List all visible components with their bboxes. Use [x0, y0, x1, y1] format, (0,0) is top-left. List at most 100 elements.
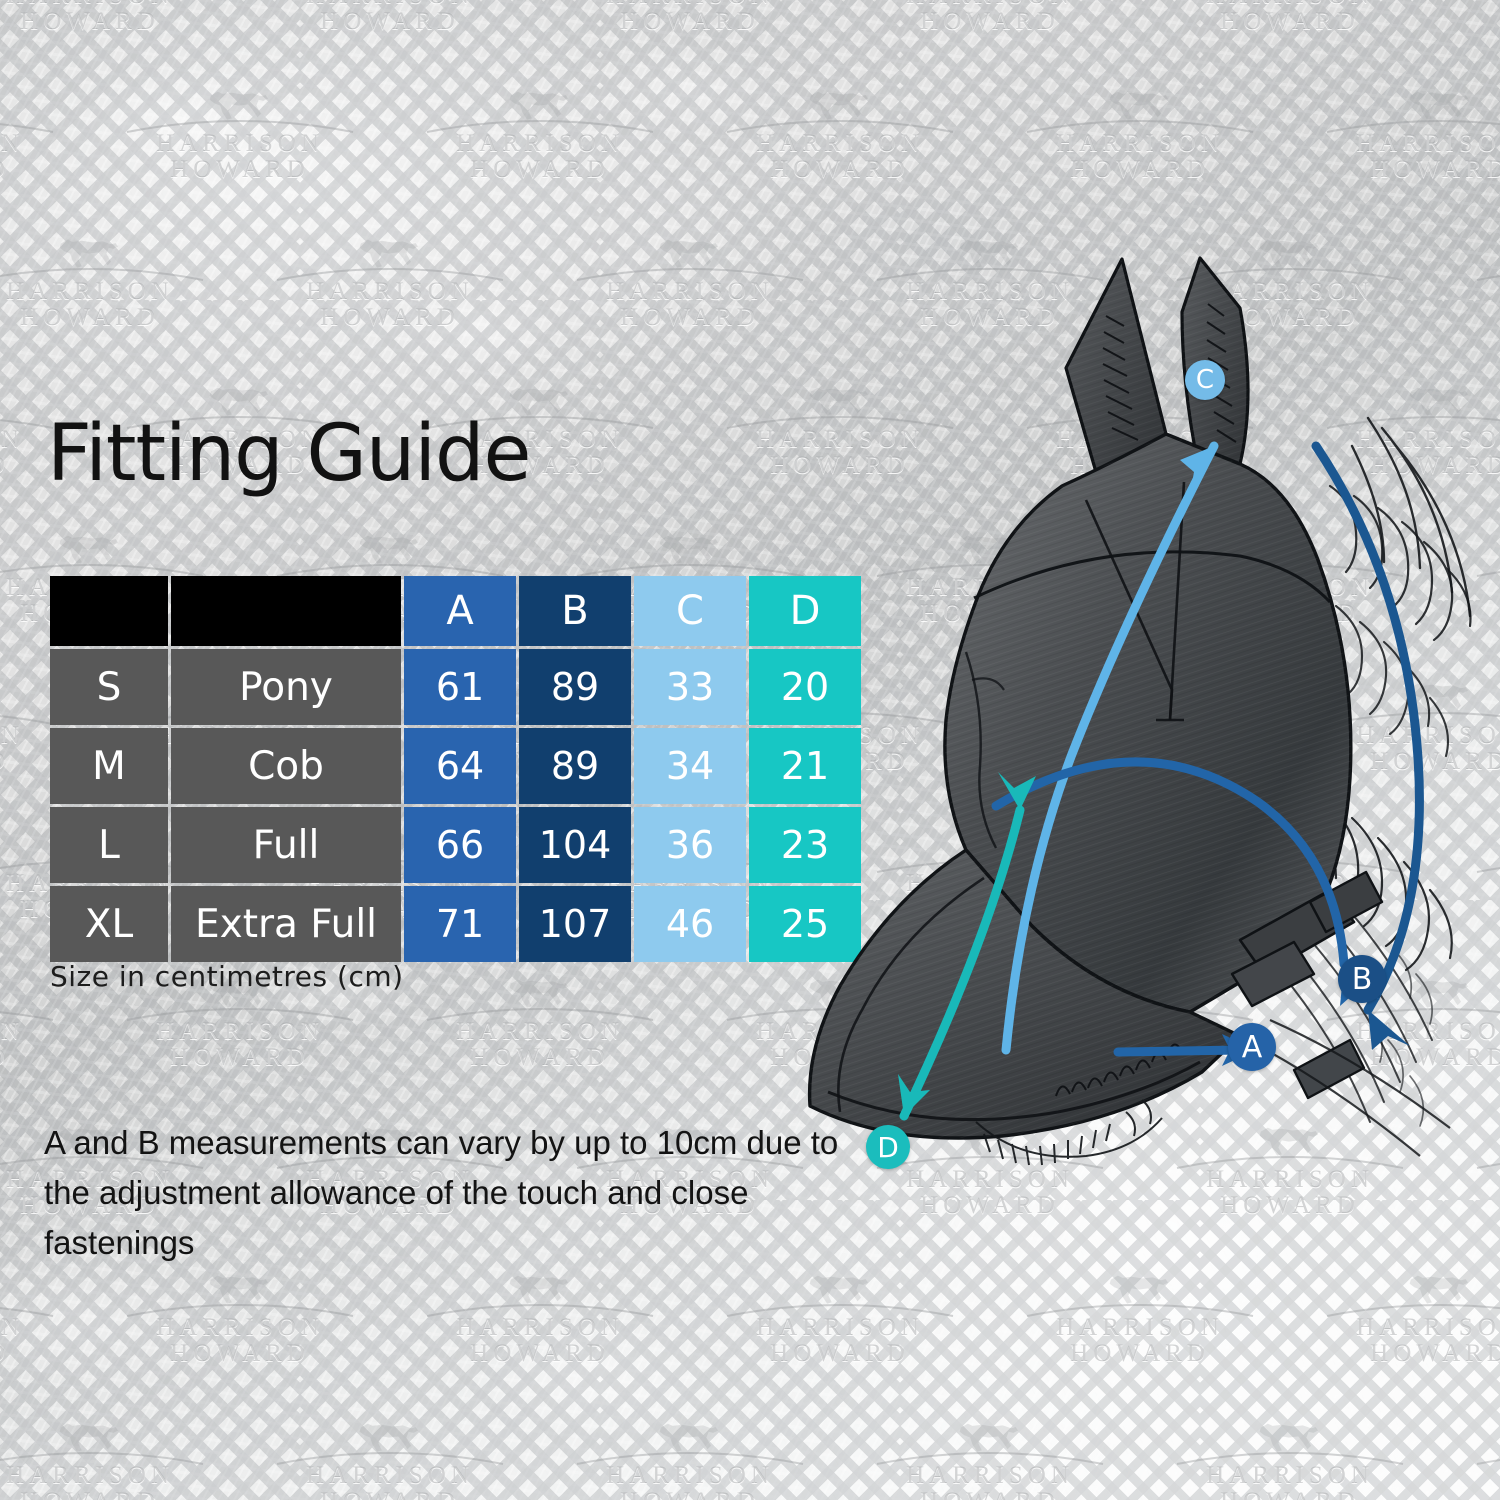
watermark-line-1: HARRISON — [906, 1462, 1074, 1489]
measure-arrow-c — [1180, 446, 1214, 494]
watermark-line-2: HOWARD — [0, 748, 10, 775]
header-cell-blank-1 — [50, 576, 168, 646]
cell-size: S — [50, 649, 168, 725]
watermark-line-2: HOWARD — [1220, 1488, 1360, 1500]
cell-a: 66 — [404, 807, 516, 883]
watermark-line-1: HARRISON — [156, 1018, 324, 1045]
measure-arrow-d — [898, 1074, 930, 1116]
cell-a: 64 — [404, 728, 516, 804]
measure-arrow-d-up — [998, 772, 1036, 810]
cell-b: 89 — [519, 728, 631, 804]
cell-b: 89 — [519, 649, 631, 725]
cell-d: 23 — [749, 807, 861, 883]
header-cell-a: A — [404, 576, 516, 646]
header-cell-c: C — [634, 576, 746, 646]
watermark-line-1: HARRISON — [756, 1314, 924, 1341]
watermark-line-2: HOWARD — [170, 1043, 310, 1071]
watermark-line-1: HARRISON — [606, 1462, 774, 1489]
watermark-line-1: HARRISON — [306, 0, 474, 9]
watermark-line-2: HOWARD — [1220, 7, 1360, 35]
watermark-line-2: HOWARD — [320, 7, 460, 35]
table-row: XL Extra Full 71 107 46 25 — [50, 886, 861, 962]
nose-piece — [807, 848, 1242, 1140]
measure-line-b2 — [991, 757, 1349, 969]
cell-size: L — [50, 807, 168, 883]
watermark-line-2: HOWARD — [770, 155, 910, 183]
watermark-line-1: HARRISON — [1206, 1462, 1374, 1489]
cell-name: Extra Full — [171, 886, 401, 962]
watermark-line-1: HARRISON — [456, 130, 624, 157]
watermark-line-1: HARRISON — [306, 1462, 474, 1489]
watermark-line-1: HARRISON — [306, 278, 474, 305]
cell-b: 104 — [519, 807, 631, 883]
watermark-line-1: HARRISON — [0, 1018, 24, 1045]
watermark-line-2: HOWARD — [0, 452, 10, 479]
watermark-line-1: HARRISON — [6, 1462, 174, 1489]
measure-arrow-b — [1368, 1010, 1410, 1050]
table-row: S Pony 61 89 33 20 — [50, 649, 861, 725]
watermark-line-1: HARRISON — [606, 278, 774, 305]
measurement-badge-a: A — [1228, 1023, 1276, 1071]
measure-line-c — [1001, 441, 1219, 1055]
watermark-line-1: HARRISON — [6, 278, 174, 305]
horse-fly-mask-illustration — [770, 250, 1500, 1180]
header-cell-blank-2 — [171, 576, 401, 646]
watermark-line-2: HOWARD — [170, 155, 310, 183]
muzzle-mouth-sketch — [975, 1099, 1163, 1166]
watermark-line-2: HOWARD — [1220, 1191, 1360, 1219]
watermark-line-1: HARRISON — [156, 1314, 324, 1341]
header-cell-b: B — [519, 576, 631, 646]
watermark-line-2: HOWARD — [1070, 155, 1210, 183]
cell-d: 21 — [749, 728, 861, 804]
watermark-line-2: HOWARD — [620, 1488, 760, 1500]
watermark-line-1: HARRISON — [1206, 0, 1374, 9]
watermark-line-2: HOWARD — [1370, 155, 1500, 183]
watermark-line-1: HARRISON — [606, 0, 774, 9]
watermark-line-2: HOWARD — [20, 303, 160, 331]
units-caption: Size in centimetres (cm) — [50, 960, 404, 993]
measurement-badge-b: B — [1338, 955, 1386, 1003]
cell-size: XL — [50, 886, 168, 962]
watermark-line-1: HARRISON — [756, 130, 924, 157]
watermark-line-1: HARRISON — [456, 1018, 624, 1045]
watermark-line-2: HOWARD — [920, 7, 1060, 35]
measurement-badge-d: D — [866, 1125, 910, 1169]
watermark-line-1: HARRISON — [0, 130, 24, 157]
watermark-line-2: HOWARD — [920, 1488, 1060, 1500]
measure-line-a — [1113, 1045, 1245, 1057]
measurement-badge-c: C — [1185, 360, 1225, 400]
measurement-note: A and B measurements can vary by up to 1… — [44, 1124, 839, 1262]
watermark-line-2: HOWARD — [620, 7, 760, 35]
watermark-line-1: HARRISON — [1356, 1314, 1500, 1341]
watermark-line-2: HOWARD — [0, 1044, 10, 1071]
watermark-line-2: HOWARD — [770, 1339, 910, 1367]
cell-size: M — [50, 728, 168, 804]
watermark-line-2: HOWARD — [20, 7, 160, 35]
watermark-line-1: HARRISON — [906, 0, 1074, 9]
watermark-line-2: HOWARD — [0, 156, 10, 183]
watermark-line-2: HOWARD — [470, 1043, 610, 1071]
fly-mask-hood — [943, 432, 1353, 1014]
cell-c: 36 — [634, 807, 746, 883]
